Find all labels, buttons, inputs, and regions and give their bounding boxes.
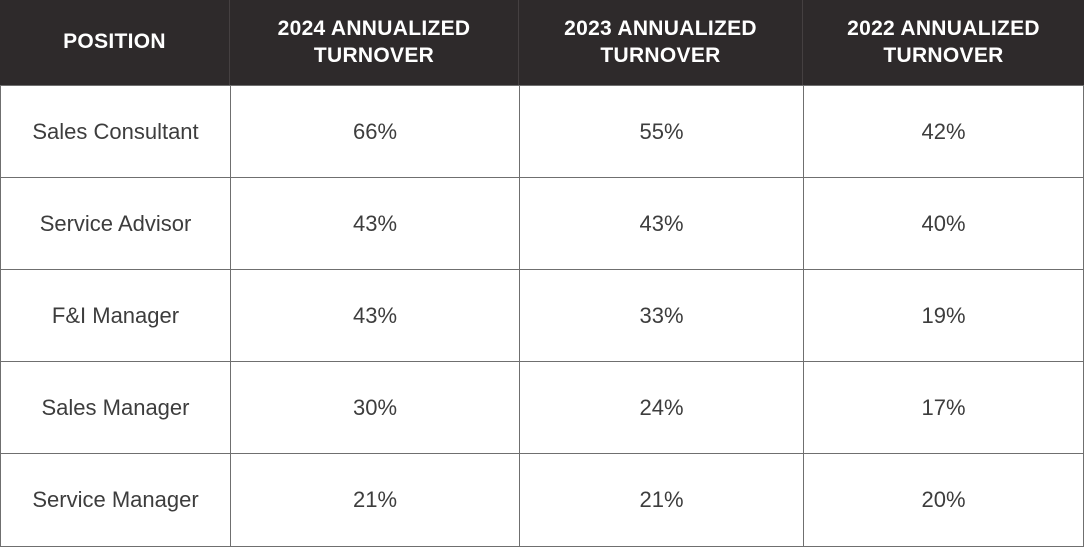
table-header-row: POSITION 2024 ANNUALIZED TURNOVER 2023 A… [0, 0, 1084, 85]
column-header-2024-turnover: 2024 ANNUALIZED TURNOVER [230, 0, 519, 85]
row-service-advisor-2023: 43% [520, 178, 804, 270]
row-service-advisor-position: Service Advisor [1, 178, 231, 270]
row-sales-manager-2024: 30% [231, 362, 520, 454]
column-header-position: POSITION [0, 0, 230, 85]
row-sales-consultant-2024: 66% [231, 86, 520, 178]
column-header-2023-turnover: 2023 ANNUALIZED TURNOVER [519, 0, 803, 85]
table-body: Sales Consultant 66% 55% 42% Service Adv… [0, 85, 1084, 547]
row-sales-manager-position: Sales Manager [1, 362, 231, 454]
row-sales-consultant-position: Sales Consultant [1, 86, 231, 178]
row-fi-manager-position: F&I Manager [1, 270, 231, 362]
row-sales-consultant-2023: 55% [520, 86, 804, 178]
row-fi-manager-2023: 33% [520, 270, 804, 362]
row-service-manager-position: Service Manager [1, 454, 231, 546]
row-sales-manager-2023: 24% [520, 362, 804, 454]
row-service-manager-2024: 21% [231, 454, 520, 546]
column-header-2022-turnover: 2022 ANNUALIZED TURNOVER [847, 16, 1040, 67]
row-service-manager-2023: 21% [520, 454, 804, 546]
row-fi-manager-2022: 19% [804, 270, 1083, 362]
row-service-advisor-2024: 43% [231, 178, 520, 270]
row-service-advisor-2022: 40% [804, 178, 1083, 270]
row-service-manager-2022: 20% [921, 487, 966, 512]
row-sales-consultant-2022: 42% [804, 86, 1083, 178]
row-sales-manager-2022: 17% [804, 362, 1083, 454]
row-fi-manager-2024: 43% [231, 270, 520, 362]
